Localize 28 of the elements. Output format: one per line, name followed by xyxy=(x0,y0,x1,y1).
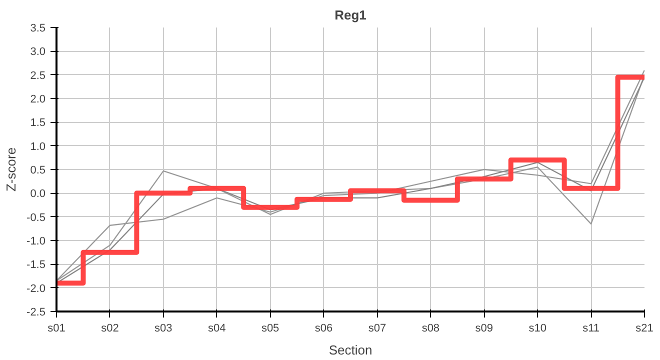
x-axis-title: Section xyxy=(328,342,372,358)
y-tick-label: -2.5 xyxy=(26,306,46,318)
y-tick-label: -0.5 xyxy=(26,212,46,224)
x-tick-label: s10 xyxy=(528,322,546,334)
x-tick-label: s07 xyxy=(368,322,386,334)
chart-title: Reg1 xyxy=(334,8,366,22)
y-tick-label: 1.0 xyxy=(30,140,46,153)
y-tick-label: 2.0 xyxy=(30,94,46,106)
y-tick-label: 0.5 xyxy=(30,164,46,176)
x-tick-label: s09 xyxy=(475,322,494,334)
y-tick-label: 0.0 xyxy=(30,188,46,200)
y-axis-title: Z-score xyxy=(4,147,19,192)
y-tick-label: 3.5 xyxy=(30,22,46,34)
y-tick-label: -1.5 xyxy=(26,259,46,272)
x-tick-label: s02 xyxy=(101,322,119,334)
x-tick-label: s11 xyxy=(582,322,600,334)
x-tick-label: s06 xyxy=(314,322,333,334)
x-tick-label: s21 xyxy=(636,322,654,334)
x-tick-label: s04 xyxy=(208,322,226,334)
x-tick-label: s08 xyxy=(422,322,440,334)
y-tick-label: 2.5 xyxy=(30,70,46,82)
x-tick-label: s01 xyxy=(48,322,66,334)
y-tick-label: -1.0 xyxy=(26,236,46,248)
y-tick-label: 3.0 xyxy=(30,46,46,58)
x-tick-label: s03 xyxy=(154,322,172,334)
y-tick-label: -2.0 xyxy=(26,282,46,295)
x-tick-label: s05 xyxy=(261,322,280,334)
y-tick-label: 1.5 xyxy=(30,117,46,130)
